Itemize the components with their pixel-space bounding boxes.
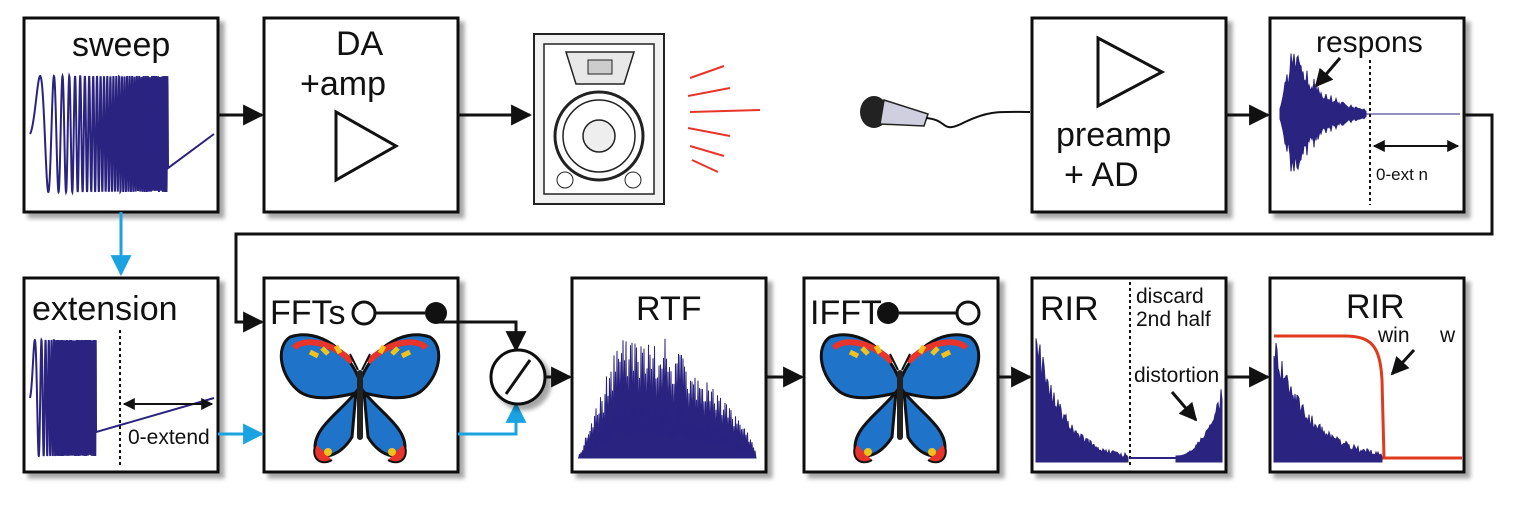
divide-icon — [489, 348, 547, 406]
window-tail-label: w — [1439, 324, 1456, 347]
rir-distortion-bump — [1175, 389, 1223, 463]
window-curve — [1274, 334, 1462, 460]
sweep-waveform — [29, 72, 215, 196]
extension-waveform — [29, 337, 215, 458]
amplifier-triangle-icon — [334, 109, 400, 183]
microphone-icon — [860, 96, 1031, 129]
preamp-triangle-icon — [1096, 35, 1166, 109]
amp-label: +amp — [300, 65, 386, 103]
rtf-title: RTF — [636, 290, 701, 328]
response-title: respons — [1316, 26, 1423, 59]
arrow-ffts-sweep-to-divide — [458, 401, 527, 436]
ffts-open-node-icon — [351, 300, 377, 326]
sweep-title: sweep — [72, 26, 170, 64]
arrow-response-to-ffts — [234, 113, 1494, 333]
preamp-box — [1030, 16, 1228, 214]
ifft-filled-node-icon — [877, 302, 899, 324]
response-extend-label: 0-ext n — [1376, 165, 1428, 184]
ifft-open-node-icon — [955, 300, 981, 326]
arrow-ffts-response-to-divide — [436, 320, 527, 353]
window-label: win — [1377, 324, 1410, 347]
discard-label-line2: 2nd half — [1136, 308, 1211, 331]
rir-raw-decay — [1035, 338, 1129, 463]
discard-label-line1: discard — [1136, 285, 1204, 308]
extension-title: extension — [32, 290, 178, 328]
ffts-title: FFTs — [270, 294, 346, 332]
distortion-pointer-arrow — [1170, 391, 1198, 422]
da-amp-box — [262, 16, 460, 214]
distortion-label: distortion — [1134, 364, 1219, 387]
ffts-filled-node-icon — [425, 302, 447, 324]
window-pointer-arrow — [1390, 348, 1416, 376]
rir-windowed-decay — [1273, 343, 1383, 463]
sound-waves-icon — [687, 65, 761, 173]
rir-windowed-title: RIR — [1346, 288, 1405, 326]
extension-extend-label: 0-extend — [128, 426, 210, 449]
rtf-spectrum — [578, 338, 757, 459]
ad-label: + AD — [1064, 156, 1139, 194]
rir-raw-title: RIR — [1040, 290, 1099, 328]
loudspeaker-icon — [533, 33, 665, 205]
response-waveform — [1279, 53, 1460, 172]
response-pointer-arrow — [1314, 57, 1342, 88]
da-label: DA — [336, 25, 384, 63]
preamp-label: preamp — [1056, 116, 1171, 154]
ifft-title: IFFT — [810, 294, 882, 332]
